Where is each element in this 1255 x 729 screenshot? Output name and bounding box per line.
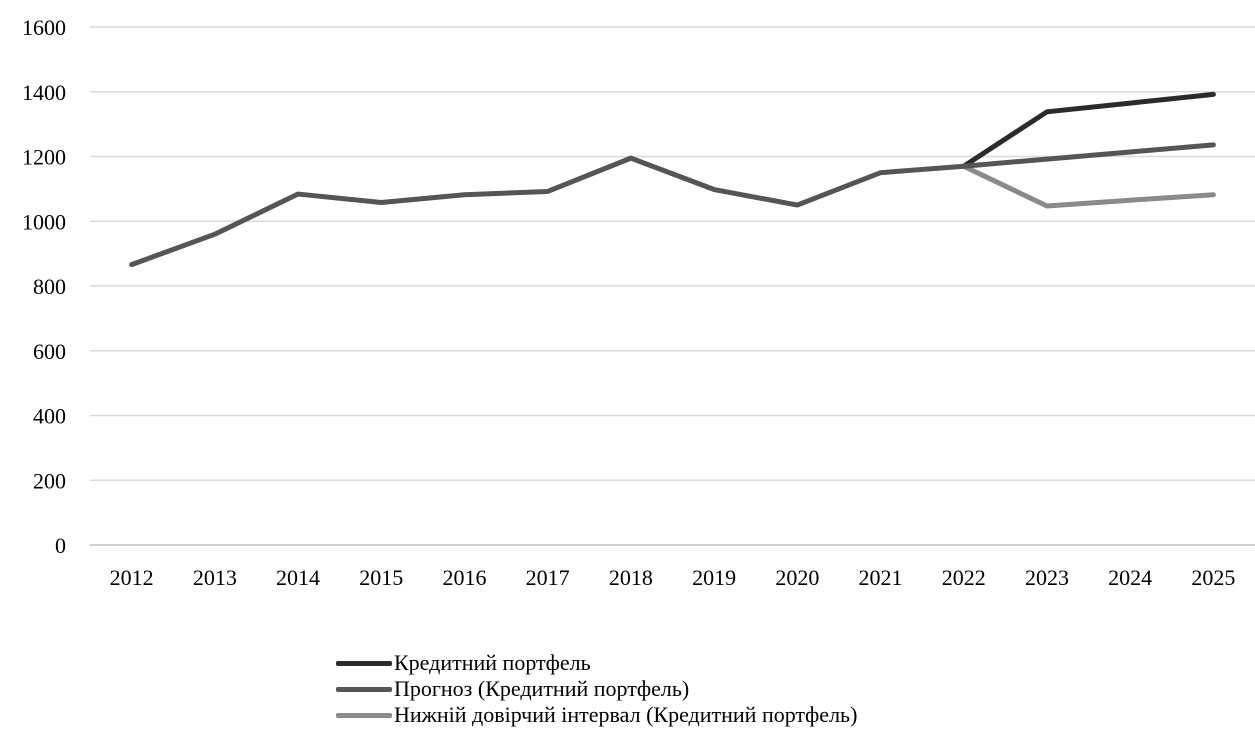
legend-label: Кредитний портфель (394, 650, 591, 675)
x-tick-label: 2024 (1108, 565, 1152, 590)
y-tick-label: 1200 (22, 145, 66, 170)
y-tick-label: 600 (33, 339, 66, 364)
series-line-0 (961, 91, 1216, 169)
x-tick-label: 2019 (692, 565, 736, 590)
x-tick-label: 2018 (609, 565, 653, 590)
y-tick-label: 800 (33, 274, 66, 299)
x-tick-label: 2021 (859, 565, 903, 590)
series-line-2 (961, 163, 1216, 209)
x-tick-label: 2025 (1191, 565, 1235, 590)
x-tick-label: 2016 (442, 565, 486, 590)
series-line-1 (129, 142, 1216, 268)
legend: Кредитний портфель Прогноз (Кредитний по… (336, 650, 857, 728)
x-tick-label: 2022 (942, 565, 986, 590)
x-tick-label: 2015 (359, 565, 403, 590)
legend-item-lower-confidence: Нижній довірчий інтервал (Кредитний порт… (336, 702, 857, 728)
legend-item-credit-portfolio: Кредитний портфель (336, 650, 857, 676)
x-tick-label: 2013 (193, 565, 237, 590)
x-tick-label: 2014 (276, 565, 320, 590)
y-tick-label: 1000 (22, 209, 66, 234)
series-lines (129, 91, 1216, 268)
gridlines (90, 26, 1255, 546)
x-axis-ticks: 2012 2013 2014 2015 2016 2017 2018 2019 2020 2021… (110, 565, 1236, 590)
legend-label: Прогноз (Кредитний портфель) (394, 676, 690, 701)
x-tick-label: 2020 (775, 565, 819, 590)
legend-item-forecast: Прогноз (Кредитний портфель) (336, 676, 857, 702)
y-tick-label: 400 (33, 404, 66, 429)
y-tick-label: 1600 (22, 15, 66, 40)
y-tick-label: 0 (55, 533, 66, 558)
legend-swatch-credit-portfolio (336, 660, 392, 666)
legend-swatch-lower-confidence (336, 712, 392, 718)
x-tick-label: 2023 (1025, 565, 1069, 590)
legend-swatch-forecast (336, 686, 392, 692)
x-tick-label: 2012 (110, 565, 154, 590)
y-axis-ticks: 0 200 400 600 800 1000 1200 1400 1600 (22, 15, 66, 558)
y-tick-label: 200 (33, 468, 66, 493)
legend-label: Нижній довірчий інтервал (Кредитний порт… (394, 702, 858, 727)
x-tick-label: 2017 (526, 565, 570, 590)
y-tick-label: 1400 (22, 80, 66, 105)
